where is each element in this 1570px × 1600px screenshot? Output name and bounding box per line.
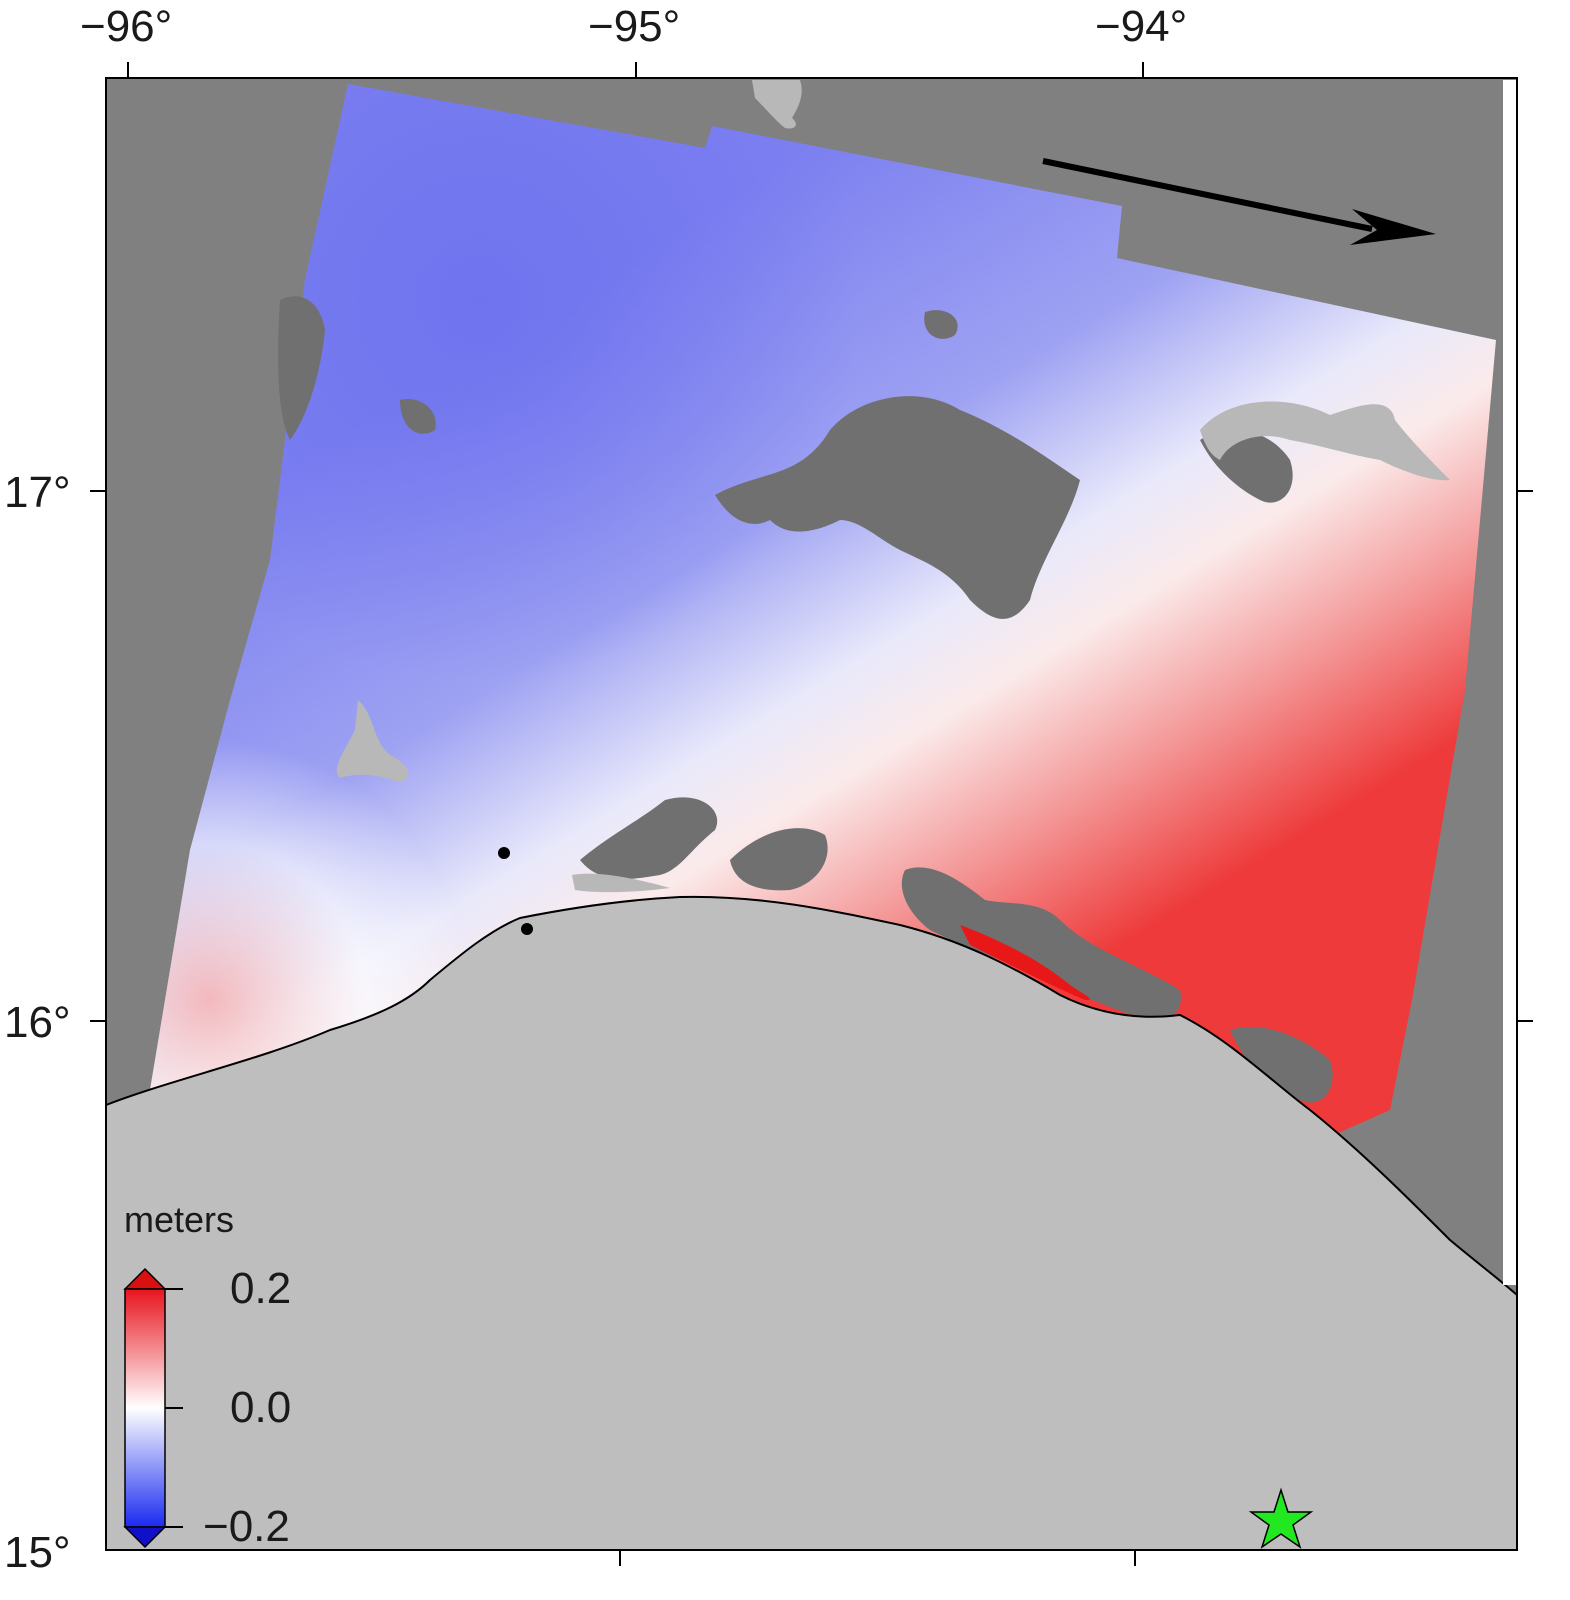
radar-swath-north-tint: [150, 84, 1496, 1150]
decorrelated-area: [1230, 1026, 1333, 1103]
decorrelated-area: [730, 828, 828, 891]
lake: [1200, 401, 1450, 481]
colorbar-mid-label: 0.0: [230, 1383, 292, 1432]
colorbar-min-label: −0.2: [203, 1502, 290, 1551]
decorrelated-area: [400, 399, 436, 434]
arrow-icon: [1042, 158, 1436, 245]
station-dot: [498, 847, 510, 859]
colorbar-title: meters: [124, 1199, 235, 1240]
colorbar: [123, 1267, 183, 1549]
colorbar-max-label: 0.2: [230, 1264, 292, 1313]
lake: [752, 80, 802, 129]
map-frame: [105, 77, 1518, 1551]
coastal-red-strip: [960, 925, 1090, 1000]
lat-tick-label: 17°: [4, 468, 71, 517]
lat-tick-label: 16°: [4, 998, 71, 1047]
lon-tick-label: −94°: [1095, 2, 1188, 51]
decorrelated-area: [580, 797, 718, 880]
colorbar-min-arrow: [123, 1526, 167, 1549]
star-icon: [1248, 1487, 1314, 1549]
decorrelated-area: [715, 396, 1080, 619]
decorrelated-area: [924, 310, 958, 339]
lon-tick-label: −95°: [588, 2, 681, 51]
lat-tick-label: 15°: [4, 1528, 71, 1577]
ocean: [106, 895, 1517, 1550]
water-bodies: [336, 80, 1450, 893]
lagoon: [572, 873, 670, 893]
colorbar-gradient: [124, 1288, 166, 1528]
decorrelated-area: [901, 867, 1181, 1021]
lon-tick-label: −96°: [80, 2, 173, 51]
axis-ticks: [90, 62, 1533, 1566]
station-dot: [521, 923, 533, 935]
swath-edge-strip: [1503, 80, 1517, 1285]
lake: [336, 700, 409, 782]
decorrelated-area: [278, 296, 325, 440]
